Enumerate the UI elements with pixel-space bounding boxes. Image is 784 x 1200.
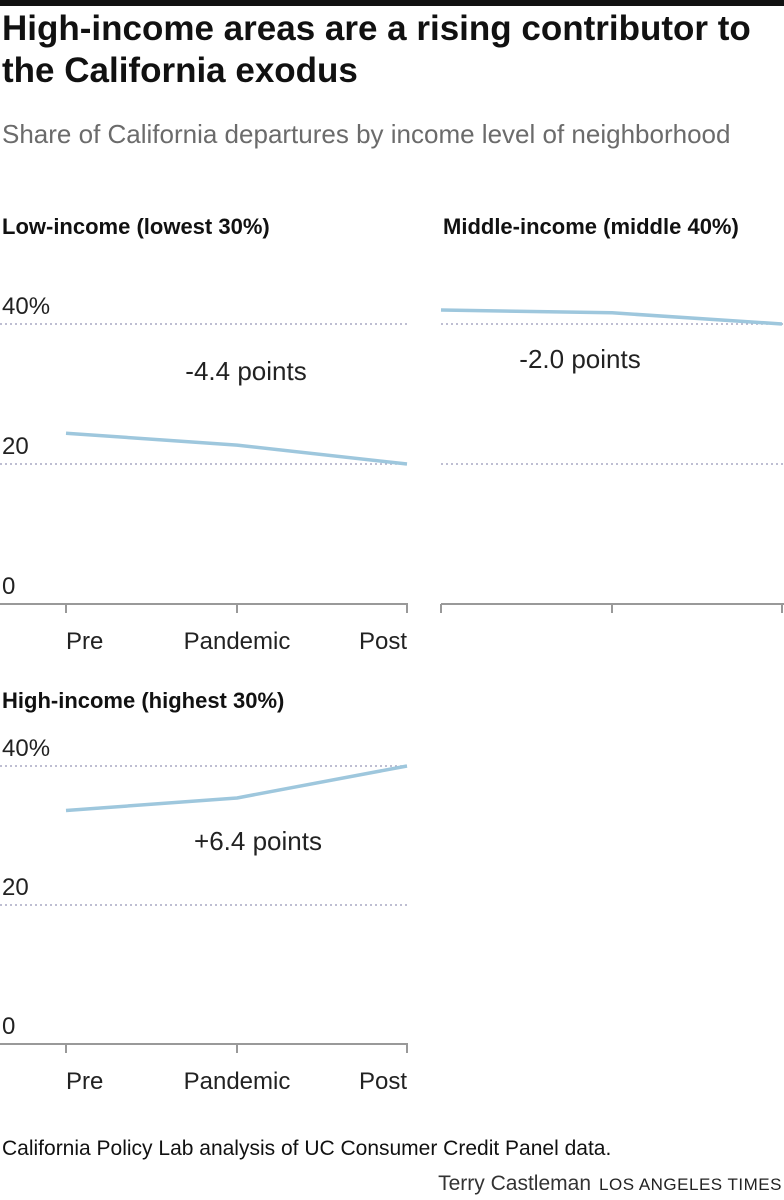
data-line: [440, 308, 783, 326]
title: High-income areas are a rising contribut…: [2, 9, 751, 90]
y-tick-label: 0: [2, 1013, 15, 1040]
data-line: [65, 764, 408, 813]
panel-title: Low-income (lowest 30%): [2, 214, 270, 239]
x-tick-label: Pandemic: [184, 628, 291, 655]
y-tick-label: 20: [2, 433, 29, 460]
x-tick-label: Pre: [66, 628, 103, 655]
y-tick-label: 40%: [2, 735, 50, 762]
x-tick-label: Post: [359, 628, 407, 655]
source: California Policy Lab analysis of UC Con…: [2, 1137, 612, 1160]
annotation: +6.4 points: [194, 826, 322, 856]
outlet: LOS ANGELES TIMES: [599, 1175, 782, 1194]
credit: Terry Castleman LOS ANGELES TIMES: [438, 1172, 782, 1196]
y-tick-label: 0: [2, 573, 15, 600]
x-tick-label: Pre: [66, 1068, 103, 1095]
x-tick-label: Pandemic: [184, 1068, 291, 1095]
subtitle: Share of California departures by income…: [2, 119, 731, 149]
byline: Terry Castleman: [438, 1172, 592, 1195]
panel-title: High-income (highest 30%): [2, 688, 285, 713]
annotation: -4.4 points: [185, 356, 307, 386]
y-tick-label: 20: [2, 874, 29, 901]
data-line: [65, 431, 408, 466]
x-tick-label: Post: [359, 1068, 407, 1095]
y-tick-label: 40%: [2, 293, 50, 320]
panel-title: Middle-income (middle 40%): [443, 214, 739, 239]
top-bar: [0, 0, 784, 6]
annotation: -2.0 points: [519, 344, 641, 374]
